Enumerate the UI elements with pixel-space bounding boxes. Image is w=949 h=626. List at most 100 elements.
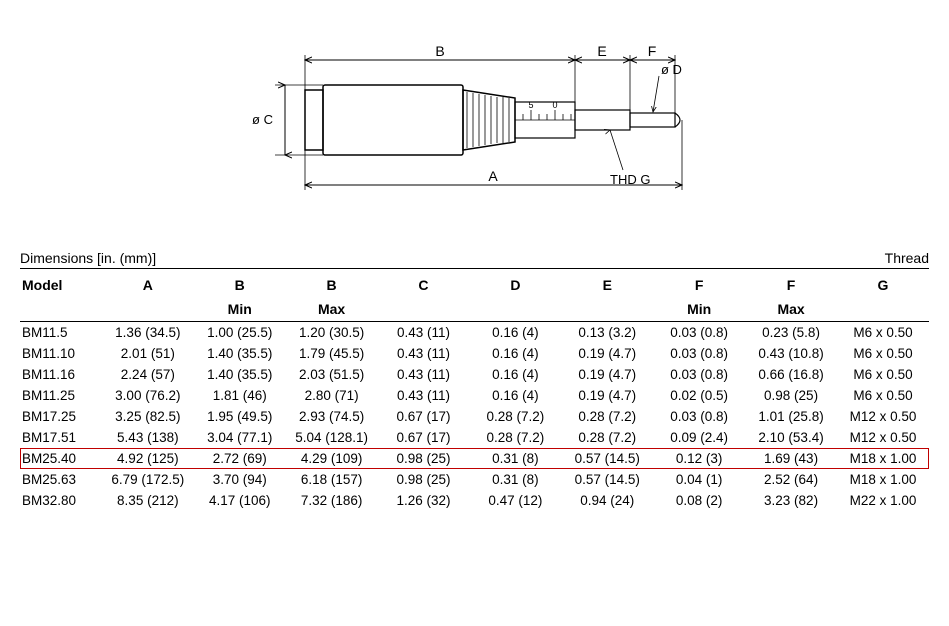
table-cell: M12 x 0.50	[837, 406, 929, 427]
table-row: BM25.404.92 (125)2.72 (69)4.29 (109)0.98…	[20, 448, 929, 469]
table-cell: BM17.25	[20, 406, 102, 427]
table-cell: 0.31 (8)	[469, 469, 561, 490]
table-cell: 0.23 (5.8)	[745, 322, 837, 344]
header-cell: F	[653, 273, 745, 297]
table-cell: 6.18 (157)	[286, 469, 378, 490]
table-cell: 2.93 (74.5)	[286, 406, 378, 427]
table-cell: 0.67 (17)	[378, 406, 470, 427]
dimensions-table: ModelABBCDEFFG MinMaxMinMax BM11.51.36 (…	[20, 273, 929, 511]
table-cell: 0.28 (7.2)	[561, 406, 653, 427]
dim-label-thdg: THD G	[610, 172, 650, 187]
table-cell: 0.43 (11)	[378, 364, 470, 385]
subheader-cell: Max	[286, 297, 378, 322]
table-cell: 0.98 (25)	[378, 448, 470, 469]
table-cell: 0.47 (12)	[469, 490, 561, 511]
table-cell: 3.23 (82)	[745, 490, 837, 511]
table-cell: 0.28 (7.2)	[469, 406, 561, 427]
header-cell: G	[837, 273, 929, 297]
table-cell: 0.19 (4.7)	[561, 385, 653, 406]
caption-left: Dimensions [in. (mm)]	[20, 250, 156, 266]
subheader-cell: Max	[745, 297, 837, 322]
header-cell: B	[194, 273, 286, 297]
table-cell: 1.95 (49.5)	[194, 406, 286, 427]
dim-label-a: A	[488, 168, 498, 184]
table-cell: BM11.10	[20, 343, 102, 364]
table-cell: 0.28 (7.2)	[469, 427, 561, 448]
subheader-cell: Min	[194, 297, 286, 322]
micrometer-diagram: 5 0 B E	[215, 20, 735, 220]
table-cell: M22 x 1.00	[837, 490, 929, 511]
dim-label-d: ø D	[661, 62, 682, 77]
table-cell: M18 x 1.00	[837, 448, 929, 469]
subheader-cell: Min	[653, 297, 745, 322]
table-cell: 2.01 (51)	[102, 343, 194, 364]
table-cell: BM17.51	[20, 427, 102, 448]
table-cell: 7.32 (186)	[286, 490, 378, 511]
table-cell: 1.79 (45.5)	[286, 343, 378, 364]
header-cell: F	[745, 273, 837, 297]
table-row: BM32.808.35 (212)4.17 (106)7.32 (186)1.2…	[20, 490, 929, 511]
table-cell: 1.36 (34.5)	[102, 322, 194, 344]
subheader-cell	[469, 297, 561, 322]
table-cell: M12 x 0.50	[837, 427, 929, 448]
table-cell: 0.12 (3)	[653, 448, 745, 469]
table-body: BM11.51.36 (34.5)1.00 (25.5)1.20 (30.5)0…	[20, 322, 929, 512]
table-cell: 0.16 (4)	[469, 385, 561, 406]
table-row: BM11.102.01 (51)1.40 (35.5)1.79 (45.5) 0.…	[20, 343, 929, 364]
table-cell: 0.16 (4)	[469, 322, 561, 344]
scale-digit-5: 5	[528, 100, 533, 110]
header-cell: C	[378, 273, 470, 297]
table-cell: 0.94 (24)	[561, 490, 653, 511]
table-cell: BM11.5	[20, 322, 102, 344]
table-cell: 0.09 (2.4)	[653, 427, 745, 448]
table-cell: 1.81 (46)	[194, 385, 286, 406]
table-cell: 0.19 (4.7)	[561, 343, 653, 364]
dim-label-b: B	[435, 43, 444, 59]
subheader-cell	[20, 297, 102, 322]
table-cell: 4.92 (125)	[102, 448, 194, 469]
header-cell: B	[286, 273, 378, 297]
table-cell: BM11.25	[20, 385, 102, 406]
diagram-container: 5 0 B E	[20, 20, 929, 220]
table-cell: 0.28 (7.2)	[561, 427, 653, 448]
table-cell: 5.43 (138)	[102, 427, 194, 448]
table-cell: 6.79 (172.5)	[102, 469, 194, 490]
header-cell: Model	[20, 273, 102, 297]
table-cell: 1.40 (35.5)	[194, 364, 286, 385]
table-cell: 0.43 (10.8)	[745, 343, 837, 364]
table-cell: 3.04 (77.1)	[194, 427, 286, 448]
table-cell: 3.00 (76.2)	[102, 385, 194, 406]
table-cell: BM32.80	[20, 490, 102, 511]
table-cell: 0.04 (1)	[653, 469, 745, 490]
table-cell: 1.26 (32)	[378, 490, 470, 511]
table-cell: 0.31 (8)	[469, 448, 561, 469]
table-cell: 0.43 (11)	[378, 322, 470, 344]
table-row: BM17.515.43 (138)3.04 (77.1)5.04 (128.1)…	[20, 427, 929, 448]
table-cell: 0.43 (11)	[378, 385, 470, 406]
table-cell: 1.20 (30.5)	[286, 322, 378, 344]
table-cell: 2.03 (51.5)	[286, 364, 378, 385]
table-cell: 4.29 (109)	[286, 448, 378, 469]
table-cell: 2.72 (69)	[194, 448, 286, 469]
dim-label-c: ø C	[252, 112, 273, 127]
table-cell: 0.57 (14.5)	[561, 448, 653, 469]
table-cell: 1.40 (35.5)	[194, 343, 286, 364]
subheader-cell	[378, 297, 470, 322]
table-cell: 0.02 (0.5)	[653, 385, 745, 406]
table-cell: BM11.16	[20, 364, 102, 385]
table-cell: BM25.40	[20, 448, 102, 469]
table-cell: 1.00 (25.5)	[194, 322, 286, 344]
subheader-cell	[561, 297, 653, 322]
subheader-cell	[102, 297, 194, 322]
table-cell: 3.70 (94)	[194, 469, 286, 490]
table-row: BM11.162.24 (57)1.40 (35.5)2.03 (51.5)0.…	[20, 364, 929, 385]
table-cell: 2.10 (53.4)	[745, 427, 837, 448]
table-cell: 0.08 (2)	[653, 490, 745, 511]
header-cell: E	[561, 273, 653, 297]
caption-right: Thread	[885, 250, 929, 266]
table-cell: 2.52 (64)	[745, 469, 837, 490]
dim-label-f: F	[647, 43, 656, 59]
scale-digit-0: 0	[552, 100, 557, 110]
table-cell: 0.57 (14.5)	[561, 469, 653, 490]
table-cell: 0.67 (17)	[378, 427, 470, 448]
